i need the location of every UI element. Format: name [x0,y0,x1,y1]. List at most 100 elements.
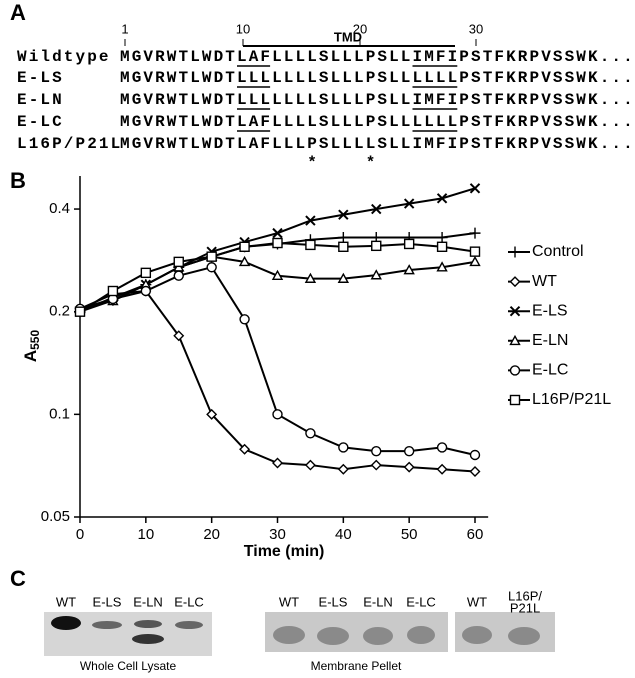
ruler-number: 1 [121,21,128,36]
marker [74,306,86,317]
sequence: VRWTLWDT [143,135,237,153]
sequence: G [132,135,144,153]
blot-band [51,616,81,630]
marker [371,240,382,252]
sequence: VRWTLWDT [143,69,237,87]
marker [371,445,382,457]
marker [469,449,481,461]
legend-label: WT [532,273,557,290]
blot-caption: Whole Cell Lysate [80,659,177,673]
x-tick-label: 60 [467,526,484,543]
marker [403,198,415,209]
marker [370,459,382,471]
ruler-number: 30 [469,21,483,36]
sequence: LLL [237,91,272,109]
sequence: PSTFKRPVSSWK... [459,48,635,66]
marker [403,238,415,250]
y-axis-label: A550 [21,330,42,363]
legend-label: L16P/P21L [532,391,611,408]
sequence: LLLLSLLLPSLL [272,69,412,87]
sequence: IMFI [413,135,460,153]
marker [239,443,251,455]
lane-label: E-LN [363,594,393,609]
marker [272,409,283,420]
legend-marker [509,246,521,258]
lane-label: E-LC [174,594,204,609]
sequence: IMFI [413,48,460,66]
tmd-label: TMD [334,29,362,44]
ruler-number: 20 [353,21,367,36]
legend-marker [509,394,521,406]
y-axis-label-sub: 550 [28,330,42,350]
lane-label: L16P/ [508,588,542,603]
marker [140,267,152,279]
sequence: M [120,48,132,66]
sequence: PSTFKRPVSSWK... [459,135,635,153]
blot-band [134,620,162,628]
series-line [79,255,476,310]
panel-label: C [10,566,26,591]
legend-label: E-LS [532,302,568,319]
x-tick-label: 30 [269,526,286,543]
blot-bands [273,626,540,645]
marker [272,457,283,469]
series-line [79,289,476,473]
sequence: LLLLSLLLPSLL [272,91,412,109]
marker [338,442,349,453]
marker [337,463,349,475]
marker [403,445,415,457]
sequence: LLLL [413,113,460,131]
marker [469,246,481,257]
sequence: G [132,69,144,87]
lane-label: P21L [510,600,540,615]
lane-label: E-LN [133,594,163,609]
sequence: PSTFKRPVSSWK... [459,69,635,87]
marker [436,241,448,252]
legend-marker [509,305,521,317]
marker [305,239,316,251]
marker [305,428,316,439]
sequence: IMFI [413,91,460,109]
y-axis-label-main: A [21,350,40,362]
y-tick-label: 0.4 [49,200,70,217]
legend-marker [509,334,521,346]
y-tick-label: 0.1 [49,405,70,422]
sequence: LAF [237,135,272,153]
sequence: VRWTLWDT [143,91,237,109]
legend-label: E-LC [532,362,568,379]
marker [272,227,283,239]
y-tick-label: 0.05 [41,508,70,525]
row-label: E-LC [17,113,64,131]
sequence: PSTFKRPVSSWK... [459,113,635,131]
row-label: E-LS [17,69,64,87]
sequence: LLLPSLLLLSLL [272,135,412,153]
sequence: LLLLSLLLPSLL [272,48,412,66]
sequence: M [120,69,132,87]
lane-label: E-LC [406,594,436,609]
marker [272,237,283,249]
marker [469,255,481,267]
legend-marker [509,365,521,376]
panel-label: A [10,0,26,25]
marker [469,465,481,477]
marker [239,314,250,325]
x-axis-label: Time (min) [244,543,325,560]
marker [337,272,350,283]
legend-label: E-LN [532,332,568,349]
sequence: LLLL [413,69,460,87]
series-line [79,266,476,456]
y-tick-label: 0.2 [49,303,70,320]
lane-label: WT [467,594,487,609]
marker [469,227,481,239]
x-tick-label: 50 [401,526,418,543]
marker [371,203,382,215]
marker [436,261,448,272]
x-tick-label: 40 [335,526,352,543]
sequence: M [120,135,132,153]
marker [304,459,316,471]
row-label: L16P/P21L [17,135,122,153]
asterisk: * [307,154,319,172]
sequence: G [132,113,144,131]
sequence: VRWTLWDT [143,48,237,66]
sequence: LAF [237,48,272,66]
